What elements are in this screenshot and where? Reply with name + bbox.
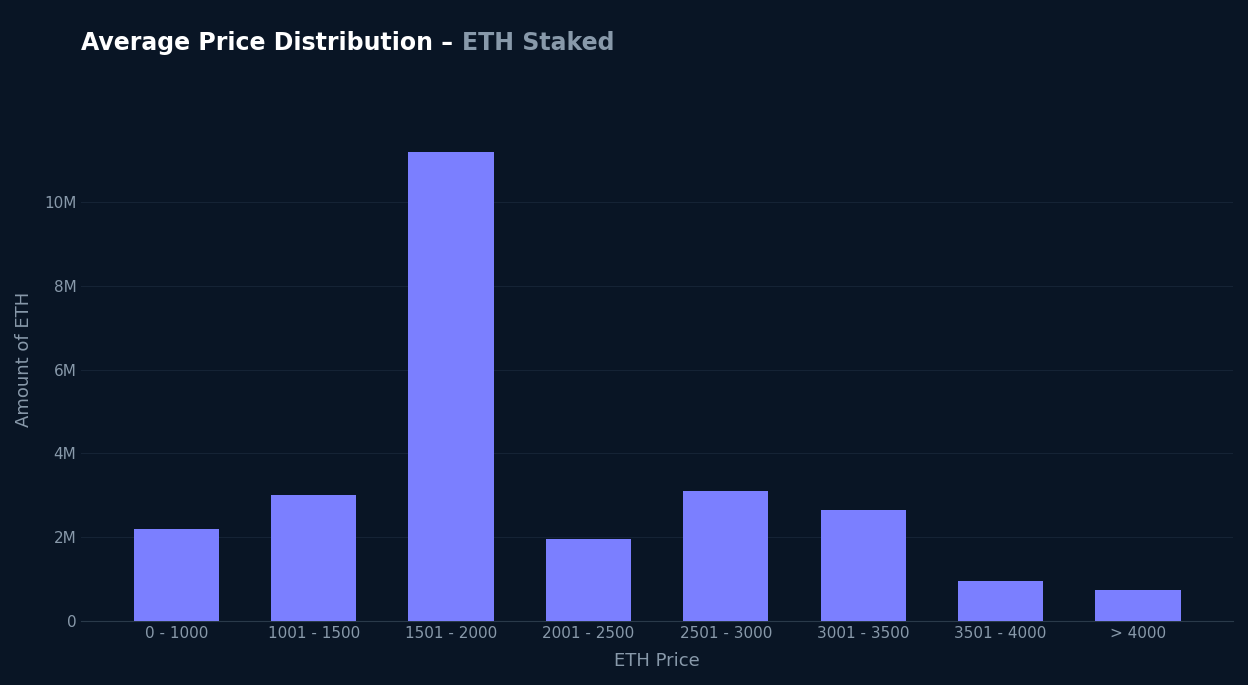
Text: –: –: [433, 31, 462, 55]
Bar: [821, 510, 906, 621]
Bar: [408, 151, 494, 621]
Bar: [134, 529, 218, 621]
Bar: [1096, 590, 1181, 621]
Bar: [683, 491, 769, 621]
X-axis label: ETH Price: ETH Price: [614, 652, 700, 670]
Text: Average Price Distribution: Average Price Distribution: [81, 31, 433, 55]
Bar: [958, 581, 1043, 621]
Text: ETH Staked: ETH Staked: [462, 31, 614, 55]
Y-axis label: Amount of ETH: Amount of ETH: [15, 292, 32, 427]
Bar: [545, 539, 631, 621]
Bar: [271, 495, 356, 621]
